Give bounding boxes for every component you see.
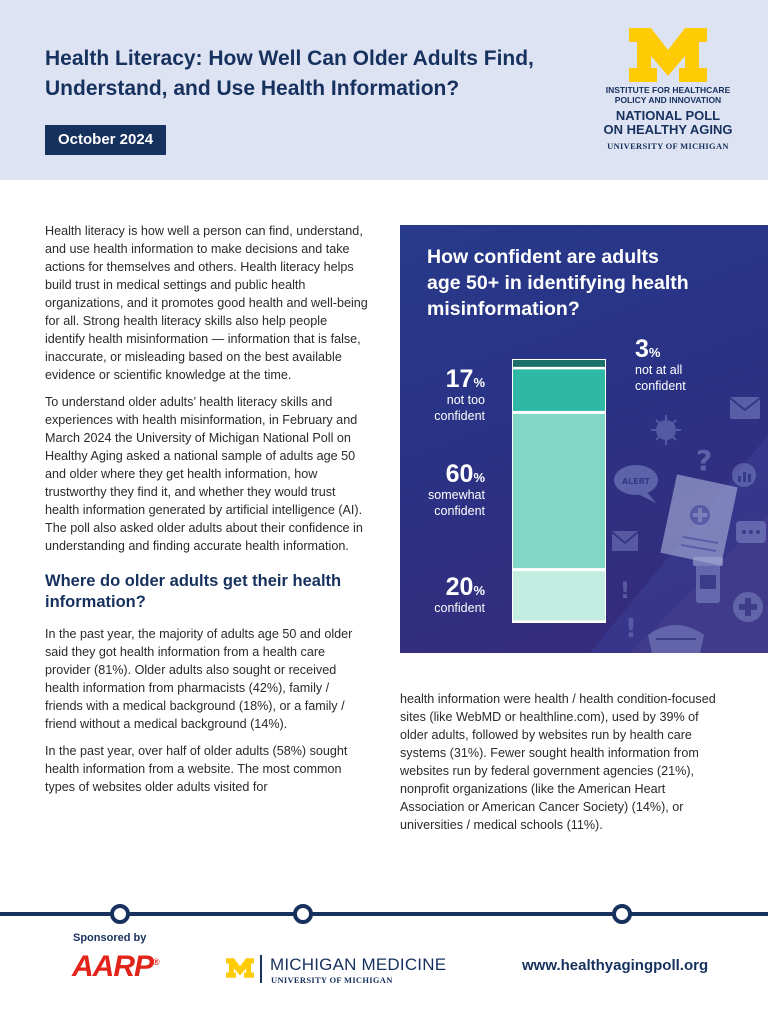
plus-circle-icon <box>733 592 763 622</box>
bar-label-somewhat-confident: 60%somewhat confident <box>428 460 486 518</box>
footer-dot <box>612 904 632 924</box>
exclamation-icon-2: ! <box>625 614 637 644</box>
sponsored-by-label: Sponsored by <box>73 932 147 944</box>
stacked-bar <box>512 359 606 623</box>
bar-segment-confident <box>513 571 605 621</box>
website-link[interactable]: www.healthyagingpoll.org <box>522 957 709 974</box>
bar-label-value: 60% <box>446 460 486 488</box>
section-heading: Where do older adults get their health i… <box>45 572 342 611</box>
infographic-title-line-2: age 50+ in identifying health <box>427 272 689 294</box>
bar-label-text: confident <box>434 409 485 423</box>
poll-line-2: ON HEALTHY AGING <box>603 122 733 137</box>
bar-label-text: confident <box>434 504 485 518</box>
bar-label-value: 20% <box>446 573 486 601</box>
infographic-title-line-1: How confident are adults <box>427 246 659 268</box>
question-mark-icon: ? <box>696 444 712 477</box>
virus-icon <box>651 415 681 445</box>
footer-dot <box>293 904 313 924</box>
page-title: Health Literacy: How Well Can Older Adul… <box>45 44 585 104</box>
bar-label-value: 3% <box>635 335 661 363</box>
footer-rule <box>0 912 768 916</box>
chat-icon <box>736 521 766 543</box>
bar-label-text: not at all <box>635 363 682 377</box>
logo-separator <box>260 955 262 983</box>
pill-bottle-icon <box>693 557 723 603</box>
websites-continued-paragraph: health information were health / health … <box>400 692 716 832</box>
providers-paragraph: In the past year, the majority of adults… <box>45 627 353 731</box>
bar-label-text: confident <box>434 601 485 615</box>
poll-name: NATIONAL POLL ON HEALTHY AGING <box>598 109 738 137</box>
page-title-line-2: Understand, and Use Health Information? <box>45 77 460 100</box>
bar-label-confident: 20%confident <box>434 573 485 615</box>
right-column: health information were health / health … <box>400 690 720 834</box>
confidence-infographic: ? ALERT <box>400 225 768 653</box>
footer-dot <box>110 904 130 924</box>
medical-document-icon <box>660 474 738 566</box>
institute-name: INSTITUTE FOR HEALTHCARE POLICY AND INNO… <box>598 85 738 105</box>
poll-line-1: NATIONAL POLL <box>615 108 721 123</box>
bar-segment-not-at-all-confident <box>513 360 605 367</box>
university-name: UNIVERSITY OF MICHIGAN <box>607 141 729 151</box>
bar-label-not-too-confident: 17%not too confident <box>434 365 485 423</box>
aarp-logo-text: AARP <box>72 950 154 983</box>
block-m-logo-icon <box>629 28 707 82</box>
header-band: Health Literacy: How Well Can Older Adul… <box>0 0 768 180</box>
aarp-registered-mark: ® <box>153 957 160 967</box>
websites-paragraph: In the past year, over half of older adu… <box>45 744 348 794</box>
institute-line-2: POLICY AND INNOVATION <box>614 94 722 105</box>
bar-label-text: not too <box>447 393 485 407</box>
left-column: Health literacy is how well a person can… <box>45 222 370 805</box>
institute-line-1: INSTITUTE FOR HEALTHCARE <box>605 85 731 95</box>
mail-icon <box>611 531 639 551</box>
michigan-medicine-name: MICHIGAN MEDICINE <box>270 955 447 974</box>
ihpi-logo: INSTITUTE FOR HEALTHCARE POLICY AND INNO… <box>598 28 738 151</box>
bar-segment-somewhat-confident <box>513 413 605 569</box>
page-title-line-1: Health Literacy: How Well Can Older Adul… <box>45 47 534 70</box>
intro-paragraph: Health literacy is how well a person can… <box>45 224 368 382</box>
method-paragraph: To understand older adults’ health liter… <box>45 395 363 553</box>
bar-segment-not-too-confident <box>513 369 605 411</box>
face-mask-icon <box>648 625 704 653</box>
envelope-icon <box>729 397 761 419</box>
bar-label-not-at-all-confident: 3%not at all confident <box>635 335 686 393</box>
alert-text: ALERT <box>622 477 651 486</box>
bar-label-text: confident <box>635 379 686 393</box>
exclamation-icon: ! <box>620 579 630 604</box>
speech-bubble-icon: ALERT <box>614 465 658 503</box>
infographic-title-line-3: misinformation? <box>427 298 580 320</box>
michigan-medicine-m-icon <box>226 958 254 978</box>
date-badge: October 2024 <box>45 125 167 155</box>
bar-chart-icon <box>732 463 756 487</box>
bar-label-value: 17% <box>446 365 486 393</box>
bar-label-text: somewhat <box>428 488 485 502</box>
michigan-medicine-university: UNIVERSITY OF MICHIGAN <box>271 975 393 985</box>
infographic-decorations: ? ALERT <box>428 335 768 653</box>
aarp-logo: AARP® <box>72 950 160 984</box>
infographic-title: How confident are adults age 50+ in iden… <box>427 244 747 322</box>
